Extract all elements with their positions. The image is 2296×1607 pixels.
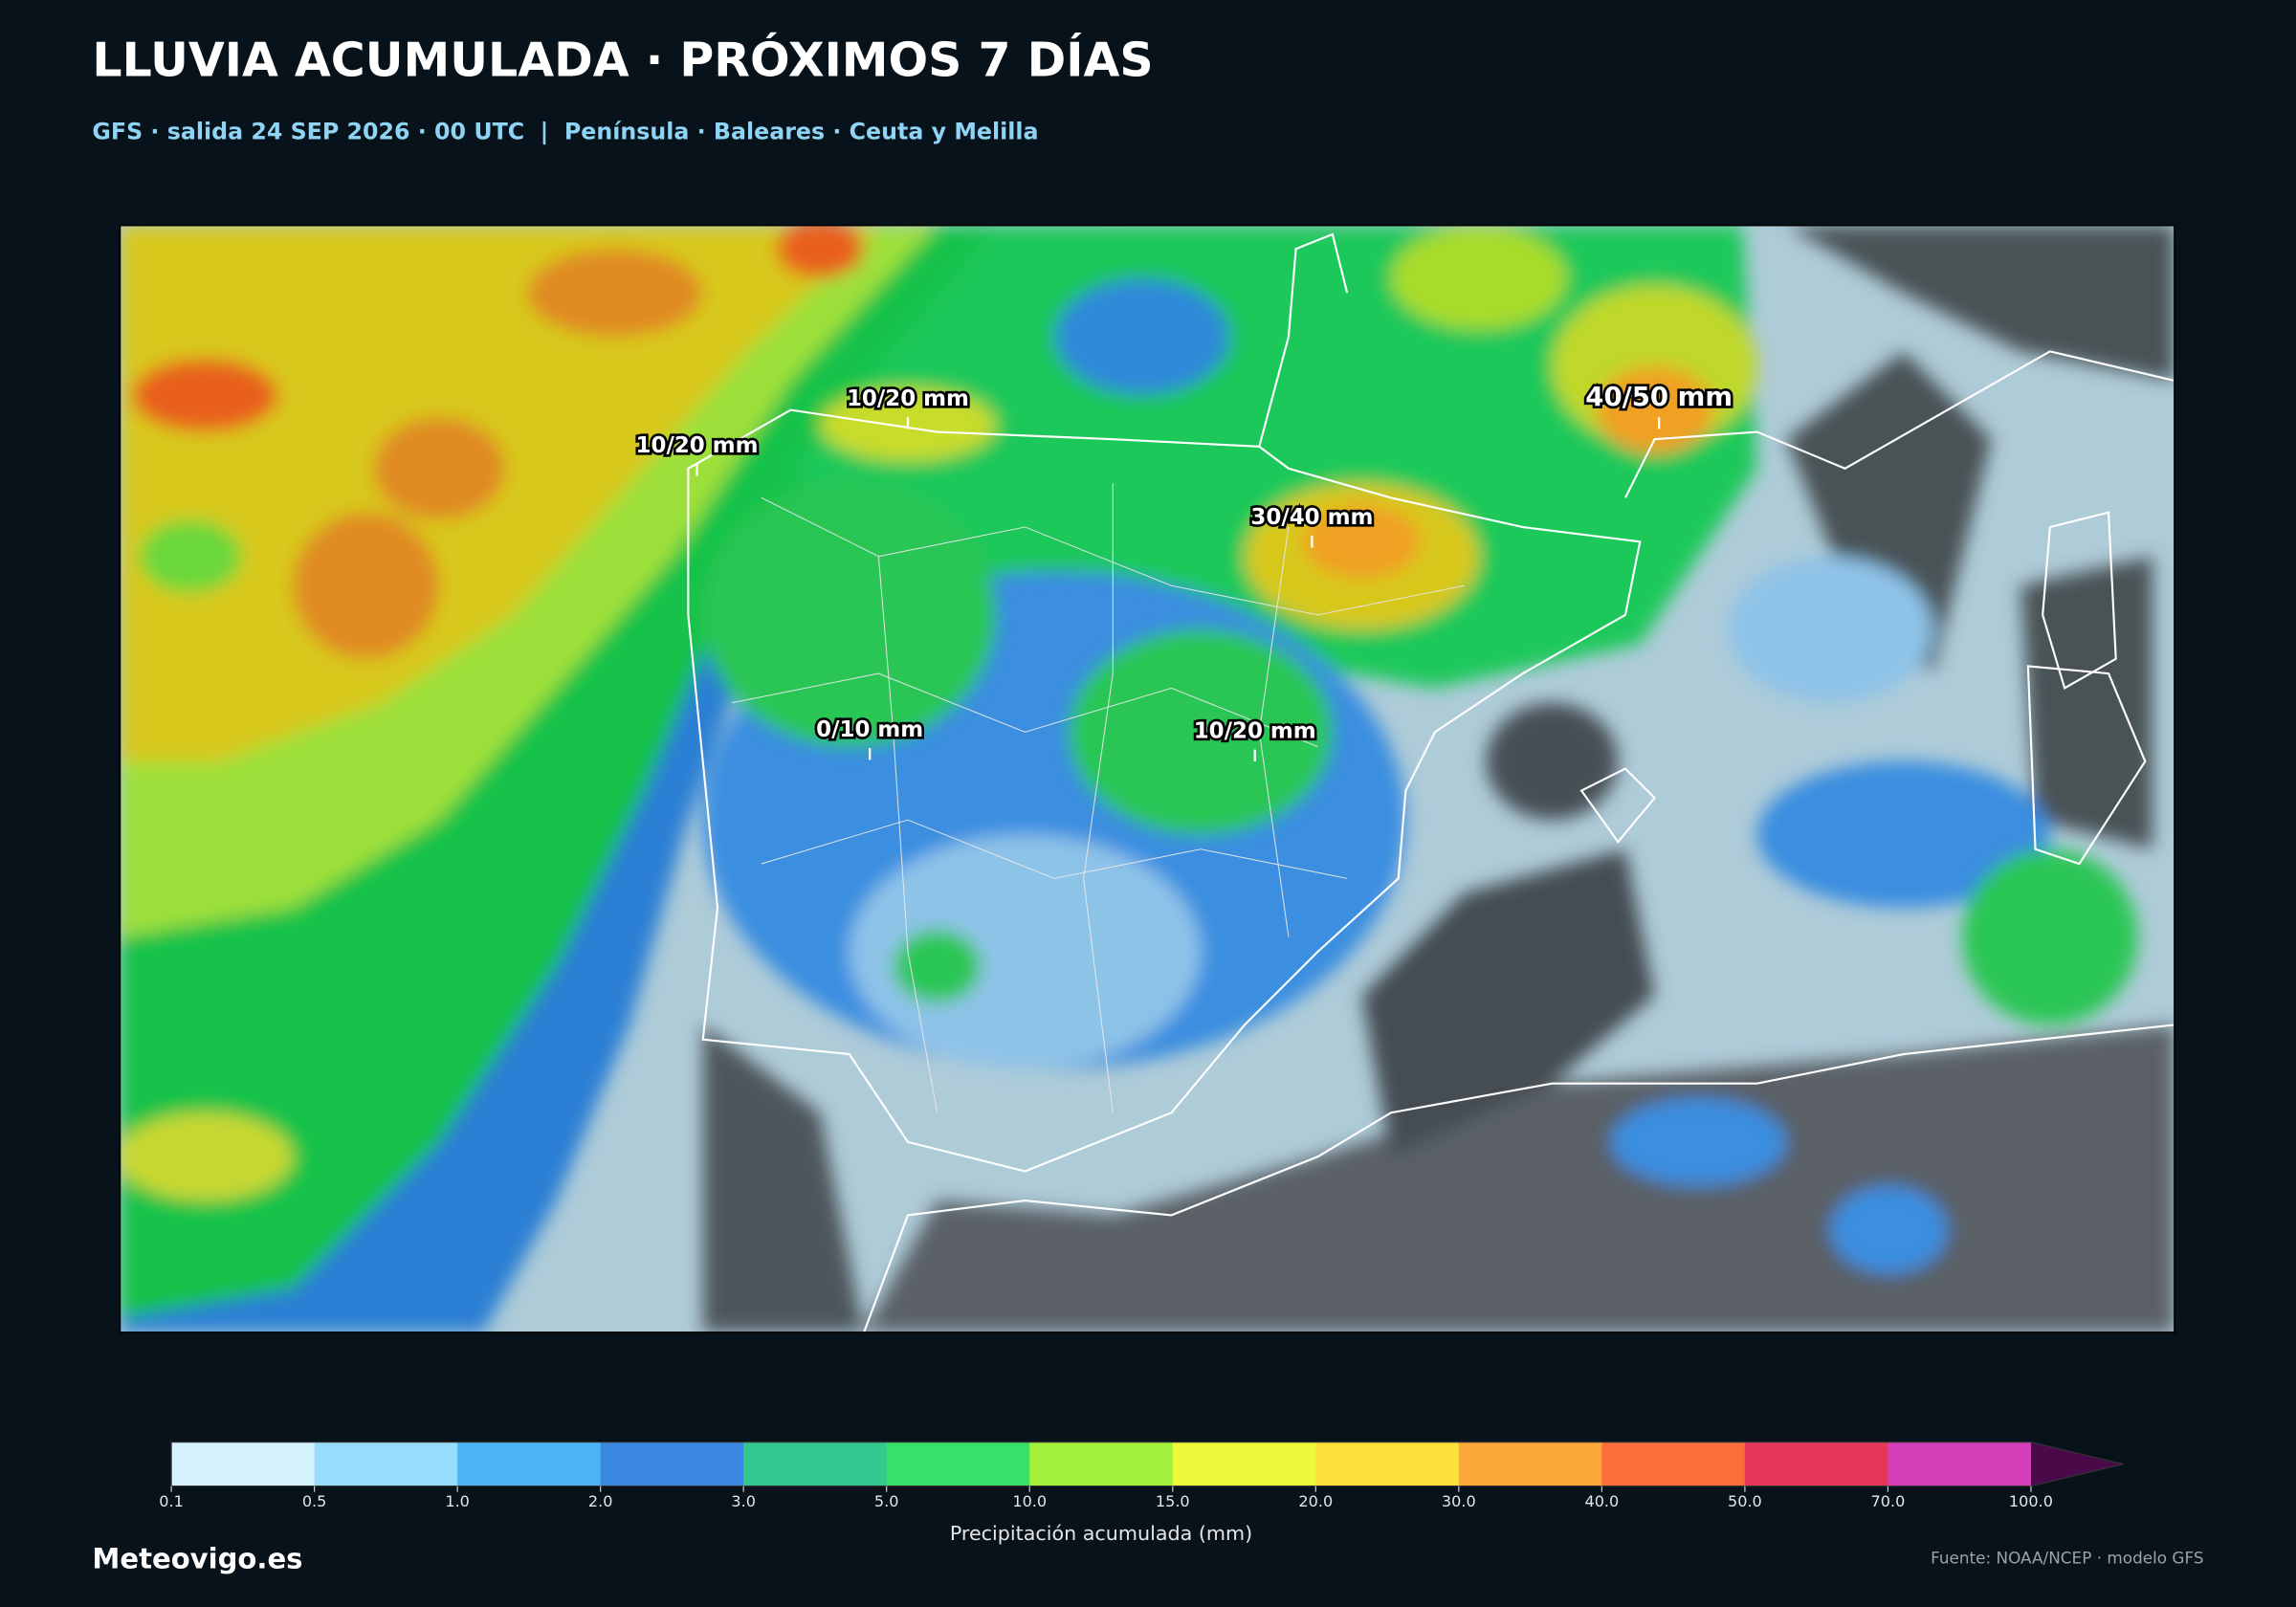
colorbar-segment xyxy=(1315,1442,1460,1486)
colorbar-segment xyxy=(1172,1442,1317,1486)
colorbar-segment xyxy=(1744,1442,1889,1486)
colorbar-segment xyxy=(457,1442,602,1486)
colorbar-segment xyxy=(1601,1442,1746,1486)
source: Fuente: NOAA/NCEP · modelo GFS xyxy=(1931,1549,2203,1568)
colorbar-tick-label: 40.0 xyxy=(1584,1492,1619,1510)
map-label: 10/20 mm xyxy=(636,433,759,458)
colorbar-tick-label: 50.0 xyxy=(1728,1492,1762,1510)
map-label: 0/10 mm xyxy=(816,717,923,742)
colorbar-segment xyxy=(743,1442,888,1486)
subtitle: GFS · salida 24 SEP 2026 · 00 UTC | Pení… xyxy=(92,118,1038,144)
colorbar-tick-label: 1.0 xyxy=(445,1492,470,1510)
map: 10/20 mm 10/20 mm 30/40 mm 40/50 mm 0/10 mm 1… xyxy=(120,225,2175,1332)
map-label: 10/20 mm xyxy=(1194,718,1316,743)
colorbar: 0.1 0.5 1.0 2.0 3.0 5.0 10.0 15.0 20.0 30.0 40.0 50… xyxy=(159,1442,2124,1510)
colorbar-segment xyxy=(1029,1442,1174,1486)
colorbar-tick-label: 20.0 xyxy=(1298,1492,1333,1510)
brand: Meteovigo.es xyxy=(92,1542,302,1574)
colorbar-segment xyxy=(886,1442,1031,1486)
colorbar-tick-label: 5.0 xyxy=(874,1492,899,1510)
colorbar-segment xyxy=(1888,1442,2032,1486)
colorbar-tick-label: 30.0 xyxy=(1442,1492,1476,1510)
colorbar-outline xyxy=(170,1442,2124,1487)
map-label: 10/20 mm xyxy=(847,386,969,411)
colorbar-segment xyxy=(171,1442,316,1486)
colorbar-tick-label: 15.0 xyxy=(1156,1492,1190,1510)
title: LLUVIA ACUMULADA · PRÓXIMOS 7 DÍAS xyxy=(92,32,1153,88)
map-label: 30/40 mm xyxy=(1250,505,1373,530)
colorbar-tick-label: 100.0 xyxy=(2009,1492,2053,1510)
colorbar-tick-label: 2.0 xyxy=(588,1492,613,1510)
colorbar-extend xyxy=(2030,1442,2124,1486)
map-label: 40/50 mm xyxy=(1585,382,1733,412)
colorbar-tick-label: 0.5 xyxy=(302,1492,327,1510)
colorbar-segment xyxy=(314,1442,458,1486)
colorbar-segment xyxy=(600,1442,744,1486)
colorbar-segment xyxy=(1458,1442,1603,1486)
map-frame xyxy=(119,224,2175,1333)
colorbar-label: Precipitación acumulada (mm) xyxy=(950,1522,1252,1545)
colorbar-tick-label: 70.0 xyxy=(1871,1492,1906,1510)
colorbar-tick-label: 0.1 xyxy=(159,1492,184,1510)
colorbar-tick-label: 3.0 xyxy=(731,1492,756,1510)
colorbar-tick-label: 10.0 xyxy=(1012,1492,1047,1510)
